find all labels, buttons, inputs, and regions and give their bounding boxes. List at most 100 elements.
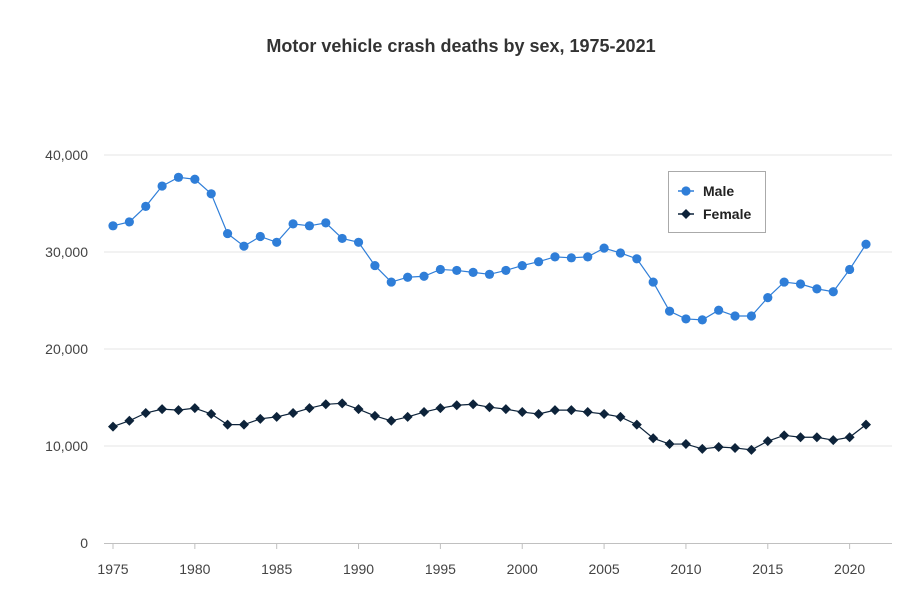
data-point-male[interactable] [714, 305, 724, 315]
data-point-female[interactable] [631, 419, 642, 430]
data-point-male[interactable] [599, 243, 609, 253]
data-point-male[interactable] [730, 311, 740, 321]
data-point-male[interactable] [173, 172, 184, 182]
data-point-male[interactable] [550, 252, 560, 262]
x-tick-label: 2020 [834, 561, 865, 577]
data-point-female[interactable] [173, 405, 184, 416]
data-point-female[interactable] [599, 408, 610, 419]
data-point-male[interactable] [583, 252, 593, 262]
data-point-female[interactable] [811, 432, 822, 443]
data-point-male[interactable] [484, 269, 495, 279]
data-point-female[interactable] [861, 419, 871, 430]
data-point-female[interactable] [697, 443, 708, 454]
data-point-male[interactable] [403, 272, 413, 282]
data-point-female[interactable] [533, 408, 544, 419]
data-point-male[interactable] [419, 271, 429, 281]
data-point-female[interactable] [108, 421, 118, 432]
data-point-male[interactable] [353, 237, 364, 247]
data-point-male[interactable] [795, 279, 806, 289]
data-point-female[interactable] [615, 411, 626, 422]
data-point-female[interactable] [451, 400, 462, 411]
data-point-female[interactable] [353, 404, 364, 415]
data-point-female[interactable] [435, 403, 446, 414]
legend-item-male[interactable]: Male [678, 183, 734, 199]
data-point-female[interactable] [582, 407, 593, 418]
data-point-male[interactable] [664, 306, 675, 316]
data-point-male[interactable] [304, 221, 315, 231]
data-point-male[interactable] [468, 267, 478, 277]
data-point-male[interactable] [141, 201, 151, 212]
data-point-male[interactable] [648, 277, 658, 287]
data-point-male[interactable] [779, 277, 789, 287]
data-point-male[interactable] [615, 248, 626, 258]
data-point-female[interactable] [500, 404, 511, 415]
data-point-female[interactable] [549, 405, 560, 416]
data-point-female[interactable] [386, 415, 397, 426]
data-point-female[interactable] [680, 439, 691, 450]
data-point-female[interactable] [468, 399, 479, 410]
data-point-female[interactable] [288, 408, 299, 419]
data-point-male[interactable] [108, 221, 118, 231]
data-point-female[interactable] [157, 404, 168, 415]
data-point-female[interactable] [746, 444, 757, 455]
data-point-male[interactable] [157, 181, 167, 191]
data-point-female[interactable] [304, 403, 315, 414]
data-point-male[interactable] [435, 264, 445, 275]
legend[interactable]: Male Female [668, 171, 766, 233]
data-point-male[interactable] [845, 264, 855, 275]
data-point-female[interactable] [828, 435, 839, 446]
data-point-male[interactable] [190, 174, 200, 184]
data-point-female[interactable] [271, 411, 282, 422]
data-point-female[interactable] [222, 419, 233, 430]
data-point-female[interactable] [779, 430, 790, 441]
data-point-female[interactable] [844, 432, 855, 443]
data-point-male[interactable] [337, 233, 347, 244]
data-point-male[interactable] [517, 260, 527, 271]
data-point-female[interactable] [762, 436, 773, 447]
data-point-male[interactable] [812, 284, 822, 294]
data-point-male[interactable] [534, 257, 544, 267]
data-point-male[interactable] [697, 315, 707, 325]
data-point-female[interactable] [124, 415, 135, 426]
data-point-male[interactable] [239, 241, 249, 251]
legend-item-female[interactable]: Female [678, 206, 751, 222]
data-point-female[interactable] [369, 410, 380, 421]
data-point-male[interactable] [370, 260, 380, 271]
data-point-male[interactable] [206, 189, 216, 199]
data-point-male[interactable] [746, 311, 757, 321]
data-point-male[interactable] [566, 253, 576, 263]
data-point-female[interactable] [140, 408, 151, 419]
data-point-female[interactable] [189, 403, 200, 414]
data-point-male[interactable] [681, 314, 691, 324]
data-point-male[interactable] [272, 237, 282, 247]
data-point-female[interactable] [255, 413, 266, 424]
data-point-female[interactable] [517, 407, 528, 418]
x-tick-label: 1975 [97, 561, 128, 577]
data-point-male[interactable] [828, 287, 838, 297]
data-point-male[interactable] [501, 265, 511, 276]
data-point-female[interactable] [566, 405, 577, 416]
data-point-female[interactable] [402, 411, 413, 422]
data-point-female[interactable] [320, 399, 331, 410]
data-point-female[interactable] [337, 398, 348, 409]
data-point-female[interactable] [206, 408, 217, 419]
data-point-female[interactable] [713, 441, 724, 452]
data-point-male[interactable] [222, 228, 233, 239]
data-point-male[interactable] [861, 239, 871, 249]
data-point-male[interactable] [386, 277, 396, 287]
legend-marker-female [681, 209, 691, 219]
data-point-male[interactable] [452, 265, 462, 276]
data-point-male[interactable] [321, 218, 331, 228]
data-point-female[interactable] [664, 439, 675, 450]
data-point-female[interactable] [419, 407, 430, 418]
data-point-male[interactable] [288, 219, 298, 229]
data-point-male[interactable] [255, 231, 265, 242]
data-point-male[interactable] [763, 292, 773, 303]
data-point-male[interactable] [124, 217, 134, 227]
data-point-female[interactable] [648, 433, 659, 444]
data-point-female[interactable] [238, 419, 249, 430]
data-point-female[interactable] [730, 442, 741, 453]
data-point-female[interactable] [484, 402, 495, 413]
data-point-female[interactable] [795, 432, 806, 443]
data-point-male[interactable] [632, 254, 642, 264]
